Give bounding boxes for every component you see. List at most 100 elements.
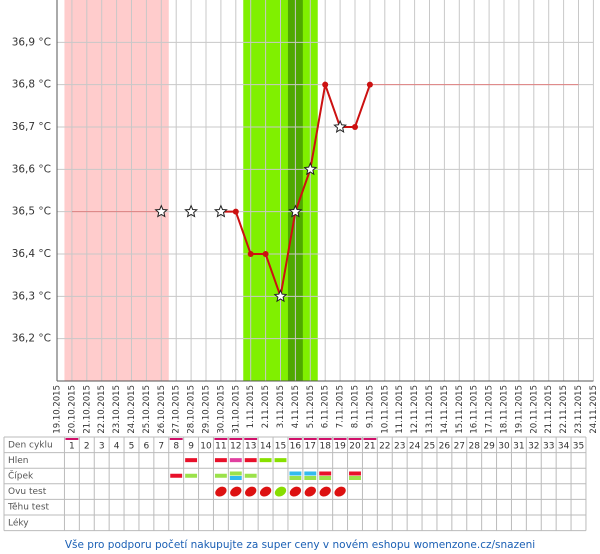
star-point <box>288 204 303 218</box>
cycle-day: 28 <box>468 441 480 451</box>
row-label: Čípek <box>8 470 34 482</box>
x-tick-label: 30.10.2015 <box>216 385 226 434</box>
x-tick-label: 3.11.2015 <box>276 385 286 428</box>
x-tick-label: 17.11.2015 <box>485 385 495 434</box>
x-tick-label: 21.10.2015 <box>82 385 92 434</box>
y-tick-label: 36,4 °C <box>12 248 51 260</box>
x-tick-label: 11.11.2015 <box>395 385 405 434</box>
x-tick-label: 9.11.2015 <box>365 385 375 428</box>
cycle-day: 14 <box>260 441 272 451</box>
cycle-day: 35 <box>573 441 584 451</box>
highlight-bar <box>363 438 377 440</box>
x-tick-label: 27.10.2015 <box>172 385 182 434</box>
star-point <box>213 204 228 218</box>
x-tick-label: 31.10.2015 <box>231 385 241 434</box>
cycle-day: 6 <box>144 441 150 451</box>
row-label: Ovu test <box>8 487 47 497</box>
x-tick-label: 21.11.2015 <box>544 385 554 434</box>
cell-mark <box>274 458 287 463</box>
row-label: Den cyklu <box>8 440 53 450</box>
x-tick-label: 14.11.2015 <box>440 385 450 434</box>
y-tick-label: 36,6 °C <box>12 163 51 175</box>
cell-mark <box>214 458 227 463</box>
dot-point <box>322 81 329 88</box>
cell-mark <box>229 458 242 463</box>
x-tick-label: 7.11.2015 <box>336 385 346 428</box>
cycle-day: 7 <box>158 441 164 451</box>
cycle-day: 24 <box>409 441 421 451</box>
y-tick-label: 36,3 °C <box>12 290 51 302</box>
x-tick-label: 20.10.2015 <box>67 385 77 434</box>
cycle-day: 8 <box>173 441 179 451</box>
y-tick-label: 36,7 °C <box>12 121 51 133</box>
cycle-day: 34 <box>558 441 570 451</box>
dot-point <box>262 251 269 257</box>
cell-mark <box>244 473 257 478</box>
cycle-day: 19 <box>334 441 346 451</box>
cycle-day: 22 <box>379 441 390 451</box>
ovu-icon <box>334 486 346 497</box>
highlight-bar <box>214 438 228 440</box>
star-point <box>154 204 169 218</box>
cycle-day: 29 <box>483 441 495 451</box>
y-tick-label: 36,2 °C <box>12 333 51 345</box>
highlight-bar <box>348 438 362 440</box>
cycle-day: 33 <box>543 441 554 451</box>
star-point <box>184 204 199 218</box>
ovu-icon <box>259 486 272 497</box>
x-tick-label: 23.10.2015 <box>112 385 122 434</box>
cycle-day: 10 <box>200 441 212 451</box>
cycle-day: 13 <box>245 441 256 451</box>
x-tick-label: 20.11.2015 <box>529 385 539 434</box>
cycle-day: 3 <box>99 441 105 451</box>
highlight-bar <box>333 438 347 440</box>
cell-mark <box>319 471 332 476</box>
x-tick-label: 22.10.2015 <box>97 385 107 434</box>
x-tick-label: 15.11.2015 <box>455 385 465 434</box>
x-tick-label: 6.11.2015 <box>321 385 331 428</box>
x-tick-label: 23.11.2015 <box>574 385 584 434</box>
x-tick-label: 19.10.2015 <box>53 385 63 434</box>
cycle-day: 25 <box>424 441 435 451</box>
x-tick-label: 28.10.2015 <box>187 385 197 434</box>
cell-mark <box>229 476 242 480</box>
highlight-bar <box>65 438 79 440</box>
highlight-bar <box>303 438 317 440</box>
x-tick-label: 1.11.2015 <box>246 385 256 428</box>
cycle-day: 20 <box>349 441 361 451</box>
x-tick-label: 19.11.2015 <box>514 385 524 434</box>
y-tick-label: 36,8 °C <box>12 79 51 91</box>
cycle-day: 15 <box>275 441 286 451</box>
ovu-icon <box>274 486 287 497</box>
row-label: Léky <box>8 517 29 528</box>
star-point <box>333 119 348 133</box>
cycle-day: 21 <box>364 441 375 451</box>
highlight-bar <box>169 438 183 440</box>
cell-mark <box>259 458 272 463</box>
x-tick-label: 2.11.2015 <box>261 385 271 428</box>
dot-point <box>352 124 358 130</box>
star-point <box>273 289 288 303</box>
cycle-day: 11 <box>215 441 226 451</box>
x-tick-label: 4.11.2015 <box>291 385 301 428</box>
x-tick-label: 26.10.2015 <box>157 385 167 434</box>
x-tick-label: 29.10.2015 <box>202 385 212 434</box>
x-tick-label: 10.11.2015 <box>380 385 390 434</box>
ovu-icon <box>215 486 227 497</box>
ovu-icon <box>230 486 242 497</box>
x-tick-label: 22.11.2015 <box>559 385 569 434</box>
cycle-day: 31 <box>513 441 524 451</box>
dot-point <box>232 208 239 215</box>
cycle-day: 2 <box>84 441 90 451</box>
cycle-day: 1 <box>69 441 75 451</box>
cell-mark <box>170 473 183 478</box>
cycle-day: 27 <box>454 441 465 451</box>
cell-mark <box>304 476 317 480</box>
cycle-day: 9 <box>188 441 194 451</box>
cycle-day: 26 <box>439 441 451 451</box>
cell-mark <box>244 458 257 463</box>
cell-mark <box>349 476 361 480</box>
x-tick-label: 5.11.2015 <box>306 385 316 428</box>
cell-mark <box>319 476 332 480</box>
